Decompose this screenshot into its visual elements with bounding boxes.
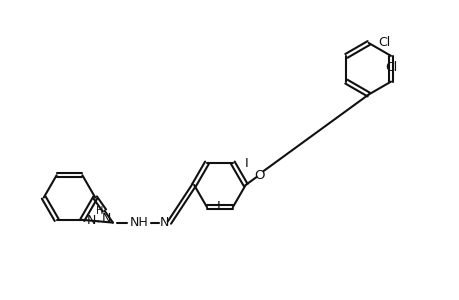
Text: Cl: Cl xyxy=(378,37,390,50)
Text: I: I xyxy=(244,157,248,170)
Text: H: H xyxy=(95,206,103,216)
Text: N: N xyxy=(86,214,96,227)
Text: N: N xyxy=(159,216,169,229)
Text: N: N xyxy=(101,212,111,225)
Text: I: I xyxy=(217,200,220,213)
Text: NH: NH xyxy=(129,216,148,229)
Text: O: O xyxy=(254,169,264,182)
Text: Cl: Cl xyxy=(384,61,396,74)
